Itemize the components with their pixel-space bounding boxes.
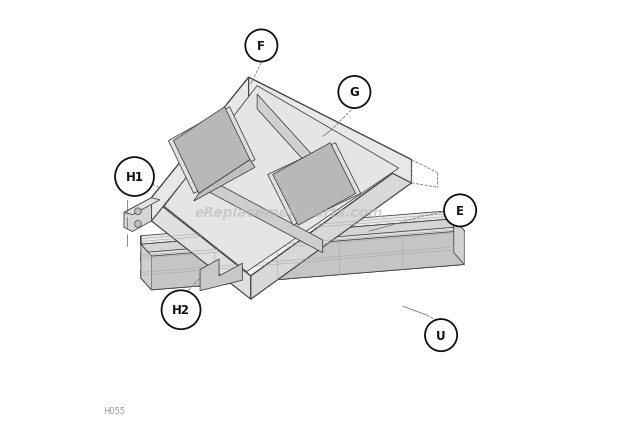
Circle shape	[444, 195, 476, 227]
Polygon shape	[454, 211, 464, 265]
Polygon shape	[151, 78, 412, 276]
Text: U: U	[436, 329, 446, 342]
Text: H055: H055	[103, 406, 125, 415]
Polygon shape	[249, 78, 412, 184]
Polygon shape	[151, 78, 249, 222]
Polygon shape	[141, 211, 454, 245]
Polygon shape	[124, 198, 160, 215]
Text: eReplacementParts.com: eReplacementParts.com	[195, 206, 383, 220]
Polygon shape	[141, 253, 464, 290]
Polygon shape	[141, 228, 454, 262]
Polygon shape	[141, 236, 464, 273]
Polygon shape	[174, 107, 250, 194]
Polygon shape	[200, 259, 242, 291]
Polygon shape	[151, 198, 251, 299]
Circle shape	[115, 158, 154, 196]
Text: E: E	[456, 204, 464, 217]
Polygon shape	[193, 160, 255, 201]
Text: F: F	[257, 40, 265, 53]
Polygon shape	[257, 95, 319, 177]
Polygon shape	[251, 160, 412, 299]
Circle shape	[135, 208, 141, 215]
Polygon shape	[268, 144, 361, 226]
Text: H1: H1	[125, 171, 143, 184]
Polygon shape	[151, 231, 464, 290]
Polygon shape	[164, 86, 399, 272]
Polygon shape	[141, 219, 464, 256]
Circle shape	[425, 320, 457, 351]
Polygon shape	[169, 107, 255, 194]
Text: G: G	[350, 86, 359, 99]
Polygon shape	[141, 236, 151, 290]
Polygon shape	[124, 198, 151, 232]
Polygon shape	[200, 175, 322, 253]
Circle shape	[339, 77, 371, 109]
Circle shape	[162, 291, 200, 329]
Circle shape	[246, 30, 277, 62]
Circle shape	[135, 221, 141, 228]
Polygon shape	[141, 245, 454, 278]
Polygon shape	[273, 144, 356, 226]
Text: H2: H2	[172, 304, 190, 317]
